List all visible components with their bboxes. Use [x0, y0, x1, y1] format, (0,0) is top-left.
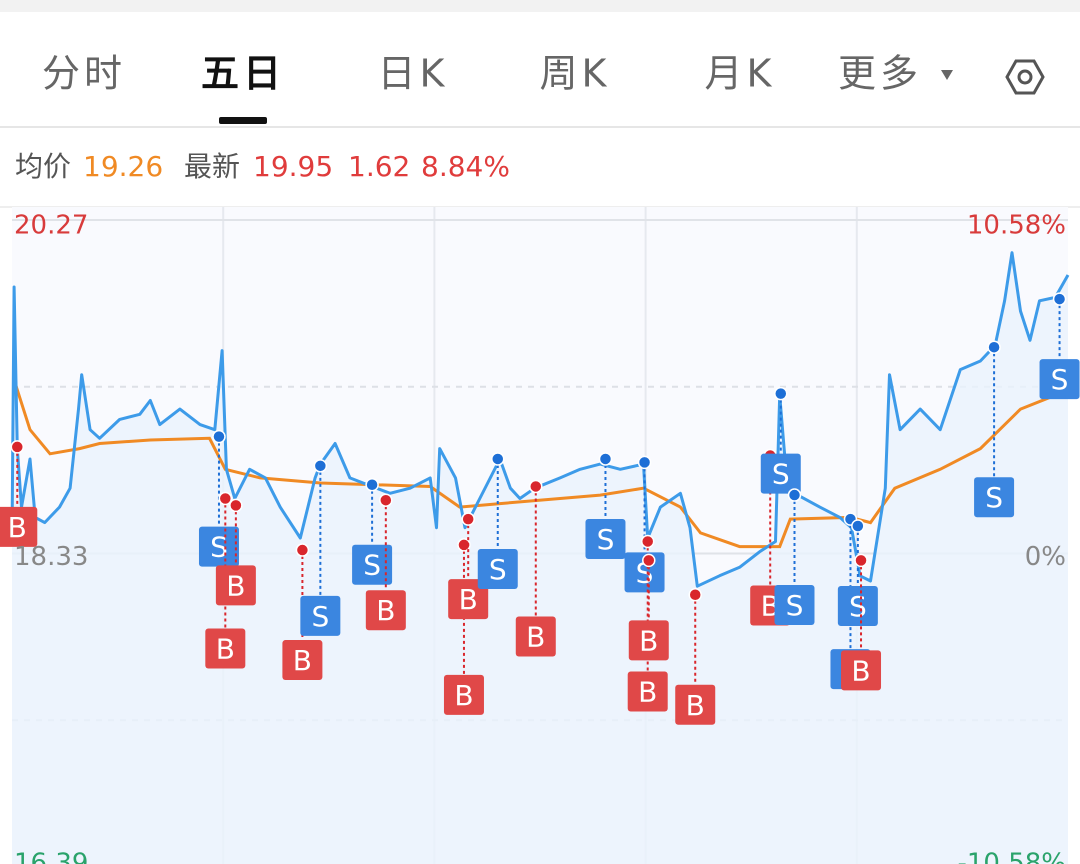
settings-icon[interactable] [1005, 59, 1045, 95]
trade-badge [627, 671, 668, 712]
trade-side: S [363, 549, 381, 582]
trade-badge [0, 506, 38, 547]
latest-value: 19.95 [253, 150, 333, 183]
tab[interactable]: 周K [540, 52, 611, 96]
price-area [12, 252, 1068, 864]
trade-dot [229, 498, 243, 513]
axis-labels: 20.27 18.33 16.39 10.58% 0% -10.58% [14, 211, 1066, 864]
y-tick-label: 18.33 [14, 542, 88, 572]
trade-badge [515, 616, 556, 657]
trade-badge [837, 585, 878, 626]
tab[interactable]: 日K [378, 52, 449, 96]
trade-badge [300, 595, 341, 636]
trade-dot [212, 429, 226, 444]
trade-badge [198, 526, 239, 567]
trade-dot [1052, 292, 1067, 306]
trade-dot [854, 553, 868, 568]
trade-side: B [454, 679, 473, 712]
trade-badge [352, 544, 393, 585]
trade-badge [675, 684, 716, 725]
trade-side: B [851, 654, 870, 687]
trade-badge [1039, 359, 1080, 400]
trade-badge [215, 565, 256, 606]
trade-dot [10, 440, 25, 454]
trade-badge [365, 590, 406, 631]
trade-dot [640, 534, 655, 549]
tab[interactable]: 分时 [42, 52, 126, 96]
trade-dot [218, 491, 233, 506]
trade-side: S [311, 600, 329, 633]
trade-badge [841, 650, 882, 691]
trade-badge [760, 453, 801, 494]
trade-side: B [526, 620, 545, 653]
trade-badge [205, 628, 246, 669]
trade-badge [774, 585, 815, 626]
trade-badge [448, 579, 489, 620]
trade-side: B [293, 644, 312, 677]
latest-label: 最新 [184, 150, 240, 183]
trade-side: S [786, 589, 804, 622]
trade-dot [637, 455, 652, 470]
trade-dot [598, 452, 613, 466]
tab[interactable]: 月K [705, 52, 776, 96]
average-line [12, 379, 1069, 549]
y2-tick-label: 10.58% [967, 211, 1066, 241]
tab[interactable]: 更多 [838, 52, 922, 96]
trade-dot [851, 519, 865, 533]
trade-dot [491, 452, 505, 466]
trade-badge [282, 640, 323, 681]
trade-side: S [597, 523, 615, 556]
trades: BSBBBSSBBBSBSSBBBBSSSSBSS [0, 292, 1080, 725]
settings-icon-center [1017, 69, 1033, 85]
trade-badge [628, 620, 669, 661]
trade-side: S [985, 481, 1003, 514]
trade-badge [585, 518, 626, 559]
trade-dot [313, 459, 328, 473]
trade-dot [461, 512, 475, 526]
y2-tick-label: -10.58% [957, 849, 1066, 864]
trade-side: B [686, 689, 705, 722]
trade-dot [642, 553, 656, 568]
trade-side: S [210, 531, 228, 564]
trade-dot [457, 538, 471, 552]
trade-dot [379, 493, 393, 507]
trade-side: B [459, 583, 478, 616]
trade-side: S [489, 553, 507, 586]
y-tick-label: 20.27 [14, 211, 88, 241]
trade-side: B [8, 511, 27, 544]
trade-badge [974, 477, 1015, 518]
avg-value: 19.26 [83, 150, 163, 183]
trade-side: S [1051, 363, 1069, 396]
tabs: 分时 五日 日K 周K 月K 更多 [42, 52, 953, 124]
tab[interactable]: 五日 [201, 52, 285, 96]
top-strip [0, 0, 1080, 12]
tab-underline [219, 117, 267, 124]
trade-dot [774, 386, 788, 401]
trade-dot [787, 488, 802, 502]
trade-dot [987, 340, 1001, 354]
trade-side: B [216, 632, 235, 665]
dropdown-arrow [941, 70, 953, 80]
trade-dot [365, 477, 379, 492]
avg-label: 均价 [15, 150, 71, 183]
change: 1.62 [348, 150, 410, 183]
trade-side: S [849, 590, 867, 623]
trade-side: B [376, 594, 395, 627]
y-tick-label: 16.39 [14, 849, 88, 864]
trade-badge [443, 674, 484, 715]
trade-dot [688, 588, 702, 602]
trade-side: S [772, 458, 790, 491]
trade-dot [529, 479, 543, 494]
trade-badge [477, 548, 518, 589]
y2-tick-label: 0% [1025, 542, 1066, 572]
trade-side: B [639, 624, 658, 657]
change-pct: 8.84% [421, 150, 510, 183]
trade-side: B [226, 569, 245, 602]
trade-side: B [638, 675, 657, 708]
trade-dot [295, 543, 310, 557]
